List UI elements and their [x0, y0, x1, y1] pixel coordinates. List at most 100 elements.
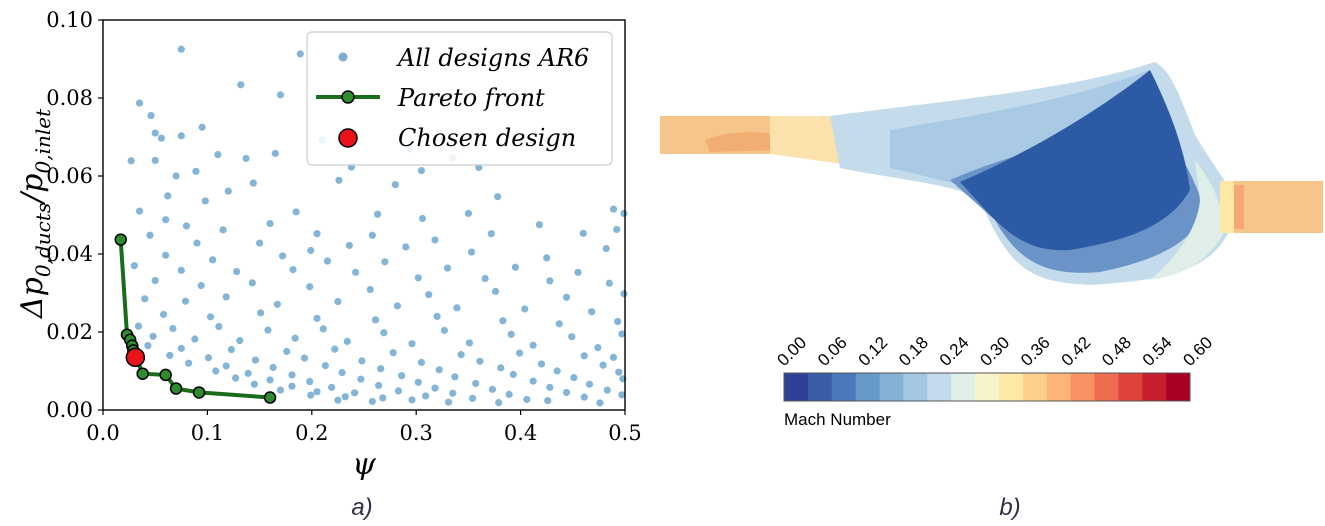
design-point: [264, 326, 272, 334]
design-point: [603, 386, 611, 394]
design-point: [185, 359, 193, 367]
x-tick-label: 0.5: [608, 421, 641, 445]
design-point: [341, 393, 349, 401]
colorbar-cell: [1022, 373, 1048, 401]
x-tick-label: 0.0: [86, 421, 119, 445]
design-point: [251, 356, 260, 364]
colorbar-cell: [879, 373, 904, 401]
design-point: [472, 379, 480, 388]
design-point: [328, 383, 336, 391]
design-point: [151, 276, 159, 285]
x-axis-ticks: 0.0 0.1 0.2 0.3 0.4 0.5: [86, 410, 642, 445]
design-point: [313, 388, 321, 396]
design-point: [266, 376, 274, 384]
design-point: [397, 372, 406, 380]
design-point: [495, 398, 503, 407]
colorbar-tick-label: 0.54: [1139, 333, 1176, 370]
design-point: [408, 396, 416, 404]
design-point: [313, 230, 321, 238]
design-point: [357, 375, 365, 383]
legend: All designs AR6 Pareto front Chosen desi…: [306, 31, 613, 166]
design-point: [394, 387, 403, 395]
design-point: [393, 302, 402, 310]
design-point: [440, 326, 448, 335]
design-point: [609, 353, 618, 361]
design-point: [491, 287, 500, 296]
design-point: [244, 369, 252, 377]
design-point: [585, 380, 594, 388]
colorbar-cell: [903, 373, 928, 401]
design-point: [351, 389, 359, 397]
design-point: [444, 398, 453, 406]
design-point: [307, 246, 315, 255]
design-point: [296, 50, 304, 58]
design-point: [509, 370, 517, 379]
design-point: [468, 394, 477, 402]
design-point: [237, 81, 245, 89]
colorbar-cell: [975, 373, 1000, 401]
design-point: [306, 283, 314, 291]
design-point: [147, 111, 155, 120]
design-point: [488, 385, 497, 393]
design-point: [431, 236, 439, 244]
design-point: [553, 367, 561, 375]
design-point: [149, 332, 157, 340]
design-point: [219, 226, 227, 234]
design-point: [345, 241, 353, 250]
design-point: [587, 308, 596, 316]
design-point: [198, 123, 206, 131]
design-point: [288, 371, 296, 379]
colorbar-tick-label: 0.42: [1058, 333, 1095, 370]
design-point: [182, 222, 191, 230]
design-point: [256, 239, 264, 247]
y-tick-label: 0.06: [46, 164, 93, 188]
design-point: [476, 357, 484, 365]
design-point: [449, 389, 457, 397]
design-point: [529, 377, 537, 385]
design-point: [276, 91, 285, 99]
design-point: [613, 225, 621, 234]
design-point: [321, 361, 329, 370]
design-point: [291, 334, 299, 342]
design-point: [144, 342, 152, 350]
design-point: [227, 345, 236, 354]
colorbar-frame: [783, 372, 1191, 402]
duct-geometry: [660, 62, 1323, 285]
design-point: [494, 193, 502, 201]
pareto-front-layer: [114, 233, 277, 404]
design-point: [377, 365, 385, 373]
design-point: [266, 219, 274, 228]
design-point: [443, 264, 452, 272]
inlet-core-band: [705, 132, 785, 152]
design-point: [414, 274, 422, 282]
design-point: [331, 345, 339, 353]
design-point: [162, 251, 170, 259]
design-point: [224, 187, 232, 195]
design-point: [417, 166, 426, 175]
design-point: [562, 388, 571, 397]
pareto-point: [136, 367, 149, 380]
design-point: [425, 290, 433, 299]
design-point: [497, 364, 505, 372]
inlet-transition: [770, 116, 850, 165]
design-point: [269, 363, 277, 372]
design-point: [614, 317, 622, 326]
design-point: [414, 378, 422, 386]
outlet-hot-band: [1234, 185, 1244, 229]
y-axis-label-main: Δp: [15, 277, 50, 319]
design-point: [191, 335, 199, 343]
design-point: [537, 360, 546, 368]
design-point: [546, 277, 554, 285]
design-point: [334, 396, 342, 404]
design-point: [511, 263, 519, 271]
design-point: [562, 293, 571, 301]
design-point: [172, 172, 180, 180]
design-point: [151, 156, 159, 164]
colorbar-cell: [927, 373, 952, 401]
design-point: [389, 349, 397, 357]
design-point: [451, 373, 459, 381]
design-point: [391, 180, 399, 189]
design-point: [408, 340, 416, 348]
chosen-design-layer: [125, 347, 146, 368]
colorbar-tick-label: 0.24: [936, 333, 973, 370]
